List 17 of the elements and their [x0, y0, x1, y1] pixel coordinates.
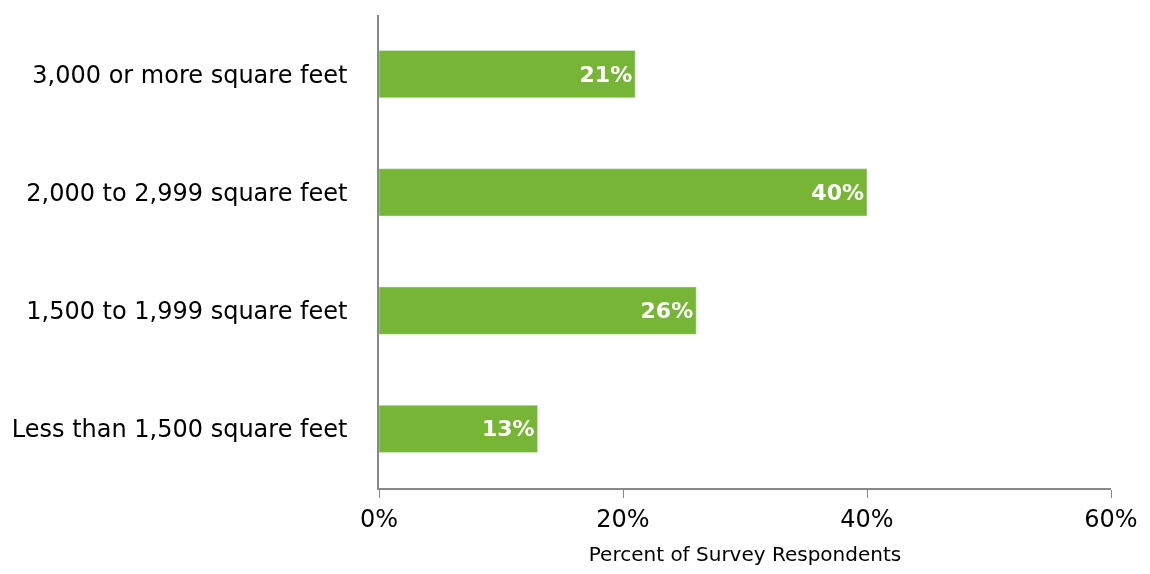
y-tick-label: 2,000 to 2,999 square feet — [26, 178, 348, 207]
data-label: 13% — [481, 416, 535, 442]
bar — [379, 168, 868, 217]
x-axis-title: Percent of Survey Respondents — [588, 541, 902, 566]
y-tick-label: 1,500 to 1,999 square feet — [26, 297, 348, 326]
x-tick-label: 60% — [1084, 504, 1138, 533]
y-tick-label: Less than 1,500 square feet — [11, 415, 348, 444]
x-tick-label: 0% — [359, 504, 399, 533]
x-tick-label: 40% — [840, 504, 894, 533]
bar — [379, 50, 636, 99]
data-label: 21% — [579, 61, 633, 87]
data-label: 26% — [640, 298, 694, 324]
data-label: 40% — [811, 179, 864, 205]
bar — [379, 404, 538, 453]
y-tick-label: 3,000 or more square feet — [32, 60, 348, 89]
bar — [379, 286, 697, 335]
x-tick-label: 20% — [596, 504, 650, 533]
